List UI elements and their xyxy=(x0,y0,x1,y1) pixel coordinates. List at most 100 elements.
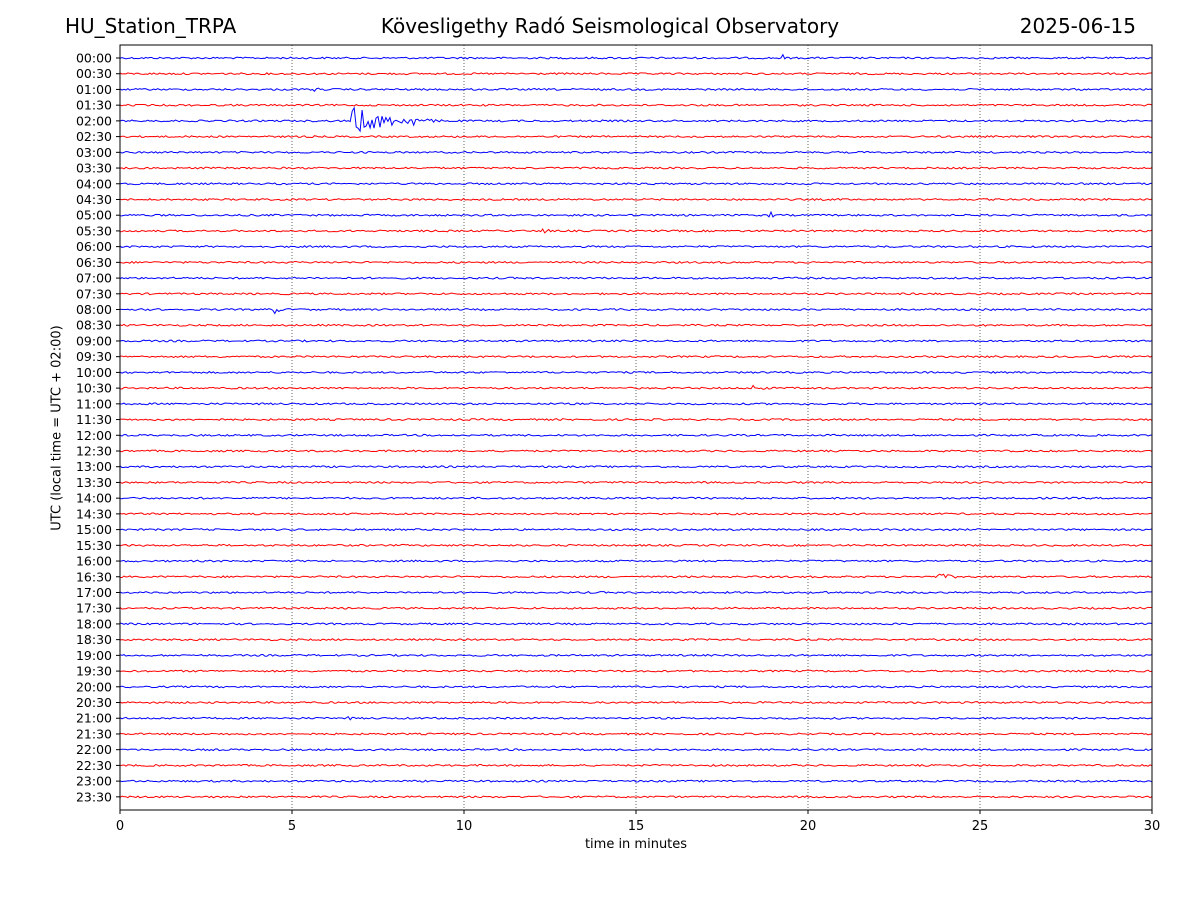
trace-1500 xyxy=(119,528,1153,532)
trace-0430 xyxy=(119,197,1153,202)
row-time-label: 10:30 xyxy=(76,381,112,396)
station-name: HU_Station_TRPA xyxy=(65,14,237,38)
row-time-label: 01:00 xyxy=(76,82,112,97)
row-time-label: 18:00 xyxy=(76,616,112,631)
x-tick-label: 10 xyxy=(456,819,473,834)
chart-date: 2025-06-15 xyxy=(1019,14,1136,38)
row-time-label: 23:30 xyxy=(76,789,112,804)
row-time-label: 08:00 xyxy=(76,302,112,317)
trace-2100 xyxy=(119,715,1153,721)
trace-1530 xyxy=(119,543,1153,547)
trace-0500 xyxy=(120,210,1153,218)
trace-2200 xyxy=(119,748,1153,752)
x-axis: 0 5 10 15 20 25 30 xyxy=(116,810,1160,834)
row-time-label: 11:00 xyxy=(76,396,112,411)
trace-1900 xyxy=(119,653,1153,657)
trace-1100 xyxy=(119,402,1153,406)
row-time-label: 12:00 xyxy=(76,428,112,443)
row-time-label: 14:30 xyxy=(76,506,112,521)
x-grid-lines xyxy=(291,45,981,810)
x-tick-label: 5 xyxy=(288,819,296,834)
row-time-label: 21:00 xyxy=(76,711,112,726)
row-time-label: 07:30 xyxy=(76,286,112,301)
trace-1230 xyxy=(119,449,1153,453)
trace-1630 xyxy=(119,573,1153,579)
x-tick-label: 15 xyxy=(628,819,645,834)
row-time-label: 03:00 xyxy=(76,145,112,160)
row-time-label: 04:00 xyxy=(76,176,112,191)
trace-2000 xyxy=(119,685,1153,689)
row-time-label: 09:30 xyxy=(76,349,112,364)
trace-0300 xyxy=(119,150,1153,154)
trace-0100 xyxy=(119,87,1153,92)
row-time-label: 18:30 xyxy=(76,632,112,647)
trace-1430 xyxy=(119,512,1153,516)
row-time-label: 15:30 xyxy=(76,538,112,553)
trace-2300 xyxy=(119,779,1153,783)
trace-1300 xyxy=(119,465,1153,469)
row-time-label: 19:00 xyxy=(76,648,112,663)
trace-1200 xyxy=(119,433,1153,437)
row-time-label: 05:00 xyxy=(76,208,112,223)
trace-0700 xyxy=(119,276,1153,280)
trace-1330 xyxy=(119,480,1153,484)
trace-0530 xyxy=(119,228,1153,234)
y-axis: 00:0000:3001:0001:3002:0002:3003:0003:30… xyxy=(76,51,120,804)
row-time-label: 08:30 xyxy=(76,318,112,333)
trace-0400 xyxy=(119,182,1153,186)
trace-0830 xyxy=(119,323,1153,327)
row-time-label: 11:30 xyxy=(76,412,112,427)
row-time-label: 23:00 xyxy=(76,774,112,789)
trace-0130 xyxy=(119,103,1153,107)
row-time-label: 17:30 xyxy=(76,601,112,616)
trace-1830 xyxy=(119,638,1153,642)
trace-0800 xyxy=(119,308,1153,315)
row-time-label: 03:30 xyxy=(76,161,112,176)
row-time-label: 13:30 xyxy=(76,475,112,490)
x-tick-label: 0 xyxy=(116,819,124,834)
chart-title: Kövesligethy Radó Seismological Observat… xyxy=(380,14,840,38)
trace-2330 xyxy=(119,795,1153,799)
row-time-label: 19:30 xyxy=(76,664,112,679)
x-tick-label: 30 xyxy=(1144,819,1161,834)
row-time-label: 06:00 xyxy=(76,239,112,254)
trace-1000 xyxy=(119,370,1153,374)
seismic-traces xyxy=(119,53,1153,799)
trace-1800 xyxy=(119,622,1153,626)
row-time-label: 15:00 xyxy=(76,522,112,537)
row-time-label: 20:30 xyxy=(76,695,112,710)
row-time-label: 02:00 xyxy=(76,113,112,128)
row-time-label: 04:30 xyxy=(76,192,112,207)
trace-1700 xyxy=(119,590,1153,595)
trace-0330 xyxy=(119,166,1153,170)
trace-0230 xyxy=(119,135,1153,139)
trace-2230 xyxy=(119,763,1153,767)
y-axis-label: UTC (local time = UTC + 02:00) xyxy=(49,325,65,531)
trace-0630 xyxy=(119,260,1153,264)
row-time-label: 17:00 xyxy=(76,585,112,600)
x-tick-label: 25 xyxy=(972,819,989,834)
row-time-label: 06:30 xyxy=(76,255,112,270)
row-time-label: 01:30 xyxy=(76,98,112,113)
row-time-label: 22:30 xyxy=(76,758,112,773)
row-time-label: 12:30 xyxy=(76,444,112,459)
x-tick-label: 20 xyxy=(800,819,817,834)
row-time-label: 00:00 xyxy=(76,51,112,66)
trace-0600 xyxy=(119,245,1153,249)
row-time-label: 09:00 xyxy=(76,333,112,348)
x-axis-label: time in minutes xyxy=(584,837,688,852)
trace-1030 xyxy=(119,384,1153,390)
trace-1600 xyxy=(119,559,1153,563)
row-time-label: 13:00 xyxy=(76,459,112,474)
trace-0030 xyxy=(119,72,1153,76)
row-time-label: 16:00 xyxy=(76,554,112,569)
row-time-label: 02:30 xyxy=(76,129,112,144)
row-time-label: 00:30 xyxy=(76,66,112,81)
row-time-label: 07:00 xyxy=(76,271,112,286)
trace-1930 xyxy=(119,669,1153,673)
trace-0730 xyxy=(119,292,1153,296)
row-time-label: 14:00 xyxy=(76,491,112,506)
trace-1130 xyxy=(119,418,1153,422)
trace-0200 xyxy=(119,106,1153,133)
trace-0000 xyxy=(119,53,1153,60)
